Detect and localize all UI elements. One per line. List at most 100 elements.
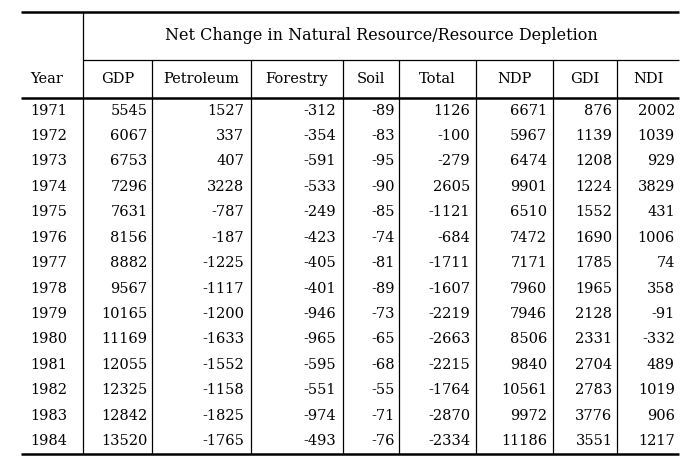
Text: 7946: 7946 bbox=[510, 307, 547, 321]
Text: 5967: 5967 bbox=[510, 129, 547, 143]
Text: 11169: 11169 bbox=[102, 332, 147, 346]
Text: 9840: 9840 bbox=[510, 358, 547, 372]
Text: 1977: 1977 bbox=[30, 256, 67, 270]
Text: -90: -90 bbox=[371, 180, 395, 194]
Text: 1984: 1984 bbox=[30, 434, 67, 448]
Text: 358: 358 bbox=[647, 281, 675, 296]
Text: -1765: -1765 bbox=[202, 434, 244, 448]
Text: 1785: 1785 bbox=[576, 256, 613, 270]
Text: -65: -65 bbox=[371, 332, 395, 346]
Text: -68: -68 bbox=[371, 358, 395, 372]
Text: 11186: 11186 bbox=[501, 434, 547, 448]
Text: 7171: 7171 bbox=[510, 256, 547, 270]
Text: GDP: GDP bbox=[101, 72, 134, 86]
Text: -1764: -1764 bbox=[429, 383, 471, 397]
Text: -1711: -1711 bbox=[429, 256, 471, 270]
Text: 2002: 2002 bbox=[637, 103, 675, 118]
Text: 8156: 8156 bbox=[110, 231, 147, 245]
Text: -74: -74 bbox=[372, 231, 395, 245]
Text: 1039: 1039 bbox=[638, 129, 675, 143]
Text: 1971: 1971 bbox=[30, 103, 67, 118]
Text: -1225: -1225 bbox=[202, 256, 244, 270]
Text: 3776: 3776 bbox=[575, 408, 613, 423]
Text: -2219: -2219 bbox=[429, 307, 471, 321]
Text: -332: -332 bbox=[642, 332, 675, 346]
Text: 1217: 1217 bbox=[638, 434, 675, 448]
Text: 2128: 2128 bbox=[576, 307, 613, 321]
Text: 2704: 2704 bbox=[576, 358, 613, 372]
Text: 489: 489 bbox=[647, 358, 675, 372]
Text: 1982: 1982 bbox=[30, 383, 67, 397]
Text: -423: -423 bbox=[303, 231, 336, 245]
Text: -76: -76 bbox=[371, 434, 395, 448]
Text: 6510: 6510 bbox=[510, 205, 547, 219]
Text: -2334: -2334 bbox=[428, 434, 471, 448]
Text: 8882: 8882 bbox=[110, 256, 147, 270]
Text: 7472: 7472 bbox=[510, 231, 547, 245]
Text: 1980: 1980 bbox=[30, 332, 67, 346]
Text: 74: 74 bbox=[657, 256, 675, 270]
Text: 929: 929 bbox=[647, 154, 675, 169]
Text: 906: 906 bbox=[647, 408, 675, 423]
Text: 1527: 1527 bbox=[207, 103, 244, 118]
Text: Net Change in Natural Resource/Resource Depletion: Net Change in Natural Resource/Resource … bbox=[165, 27, 598, 44]
Text: -312: -312 bbox=[303, 103, 336, 118]
Text: -551: -551 bbox=[304, 383, 336, 397]
Text: 12842: 12842 bbox=[101, 408, 147, 423]
Text: -89: -89 bbox=[371, 281, 395, 296]
Text: 7960: 7960 bbox=[510, 281, 547, 296]
Text: 1965: 1965 bbox=[576, 281, 613, 296]
Text: -83: -83 bbox=[371, 129, 395, 143]
Text: 12055: 12055 bbox=[101, 358, 147, 372]
Text: Year: Year bbox=[30, 72, 63, 86]
Text: 3228: 3228 bbox=[207, 180, 244, 194]
Text: -55: -55 bbox=[372, 383, 395, 397]
Text: 1981: 1981 bbox=[30, 358, 67, 372]
Text: 7631: 7631 bbox=[110, 205, 147, 219]
Text: -591: -591 bbox=[304, 154, 336, 169]
Text: -187: -187 bbox=[211, 231, 244, 245]
Text: -595: -595 bbox=[303, 358, 336, 372]
Text: NDI: NDI bbox=[633, 72, 663, 86]
Text: -2215: -2215 bbox=[429, 358, 471, 372]
Text: -1607: -1607 bbox=[428, 281, 471, 296]
Text: 1976: 1976 bbox=[30, 231, 67, 245]
Text: 1139: 1139 bbox=[576, 129, 613, 143]
Text: 1208: 1208 bbox=[576, 154, 613, 169]
Text: -1633: -1633 bbox=[202, 332, 244, 346]
Text: 1983: 1983 bbox=[30, 408, 67, 423]
Text: 431: 431 bbox=[647, 205, 675, 219]
Text: -1158: -1158 bbox=[202, 383, 244, 397]
Text: -279: -279 bbox=[438, 154, 471, 169]
Text: Total: Total bbox=[419, 72, 456, 86]
Text: 6753: 6753 bbox=[110, 154, 147, 169]
Text: -100: -100 bbox=[438, 129, 471, 143]
Text: -405: -405 bbox=[303, 256, 336, 270]
Text: -73: -73 bbox=[371, 307, 395, 321]
Text: 13520: 13520 bbox=[101, 434, 147, 448]
Text: 9901: 9901 bbox=[510, 180, 547, 194]
Text: -1825: -1825 bbox=[202, 408, 244, 423]
Text: NDP: NDP bbox=[497, 72, 532, 86]
Text: -1552: -1552 bbox=[202, 358, 244, 372]
Text: 3551: 3551 bbox=[576, 434, 613, 448]
Text: 1006: 1006 bbox=[637, 231, 675, 245]
Text: -249: -249 bbox=[303, 205, 336, 219]
Text: 9972: 9972 bbox=[510, 408, 547, 423]
Text: -1200: -1200 bbox=[202, 307, 244, 321]
Text: -965: -965 bbox=[303, 332, 336, 346]
Text: -1121: -1121 bbox=[429, 205, 471, 219]
Text: -85: -85 bbox=[371, 205, 395, 219]
Text: 3829: 3829 bbox=[637, 180, 675, 194]
Text: -401: -401 bbox=[303, 281, 336, 296]
Text: 1126: 1126 bbox=[434, 103, 471, 118]
Text: 876: 876 bbox=[584, 103, 613, 118]
Text: -533: -533 bbox=[303, 180, 336, 194]
Text: -493: -493 bbox=[303, 434, 336, 448]
Text: -89: -89 bbox=[371, 103, 395, 118]
Text: 2783: 2783 bbox=[575, 383, 613, 397]
Text: 6474: 6474 bbox=[510, 154, 547, 169]
Text: 1972: 1972 bbox=[30, 129, 67, 143]
Text: -2870: -2870 bbox=[428, 408, 471, 423]
Text: -71: -71 bbox=[372, 408, 395, 423]
